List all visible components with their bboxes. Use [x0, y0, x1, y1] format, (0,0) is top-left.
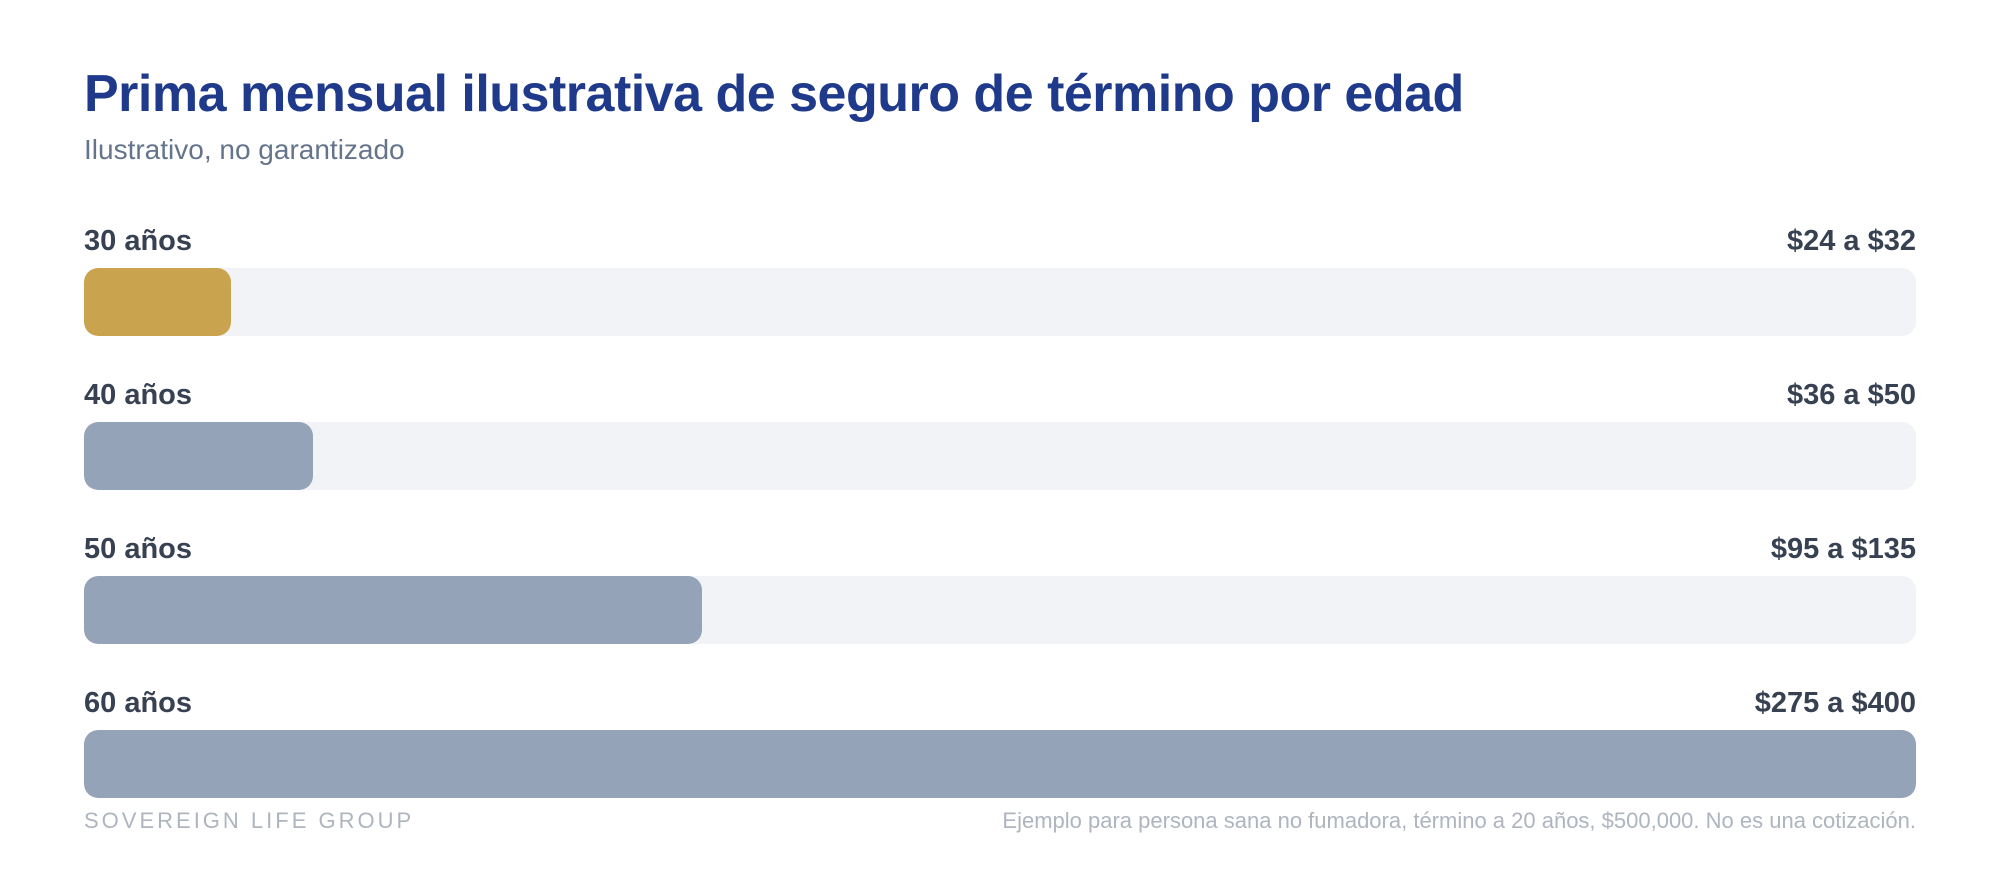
bar-track: [84, 268, 1916, 336]
category-label: 60 años: [84, 686, 192, 719]
bar-row-header: 60 años $275 a $400: [84, 680, 1916, 726]
bar: [84, 730, 1916, 798]
bar: [84, 576, 702, 644]
bar-row: 40 años $36 a $50: [84, 372, 1916, 526]
brand-label: SOVEREIGN LIFE GROUP: [84, 808, 415, 833]
category-label: 30 años: [84, 224, 192, 257]
bar-rows: 30 años $24 a $32 40 años $36 a $50 50 años $…: [84, 218, 1916, 834]
bar-track: [84, 730, 1916, 798]
chart-footer: SOVEREIGN LIFE GROUP Ejemplo para person…: [84, 806, 1916, 836]
range-label: $36 a $50: [1786, 378, 1916, 411]
chart-container: Prima mensual ilustrativa de seguro de t…: [84, 58, 1916, 833]
category-label: 40 años: [84, 378, 192, 411]
bar: [84, 422, 313, 490]
bar-row-header: 40 años $36 a $50: [84, 372, 1916, 418]
bar-row: 60 años $275 a $400: [84, 680, 1916, 834]
category-label: 50 años: [84, 532, 192, 565]
range-label: $95 a $135: [1770, 532, 1916, 565]
range-label: $275 a $400: [1754, 686, 1916, 719]
bar-row: 30 años $24 a $32: [84, 218, 1916, 372]
bar: [84, 268, 231, 336]
range-label: $24 a $32: [1786, 224, 1916, 257]
chart-title: Prima mensual ilustrativa de seguro de t…: [84, 65, 1464, 123]
bar-row-header: 50 años $95 a $135: [84, 526, 1916, 572]
bar-track: [84, 422, 1916, 490]
footnote: Ejemplo para persona sana no fumadora, t…: [1002, 808, 1916, 833]
bar-row: 50 años $95 a $135: [84, 526, 1916, 680]
chart-subtitle: Ilustrativo, no garantizado: [84, 134, 405, 165]
bar-row-header: 30 años $24 a $32: [84, 218, 1916, 264]
bar-track: [84, 576, 1916, 644]
